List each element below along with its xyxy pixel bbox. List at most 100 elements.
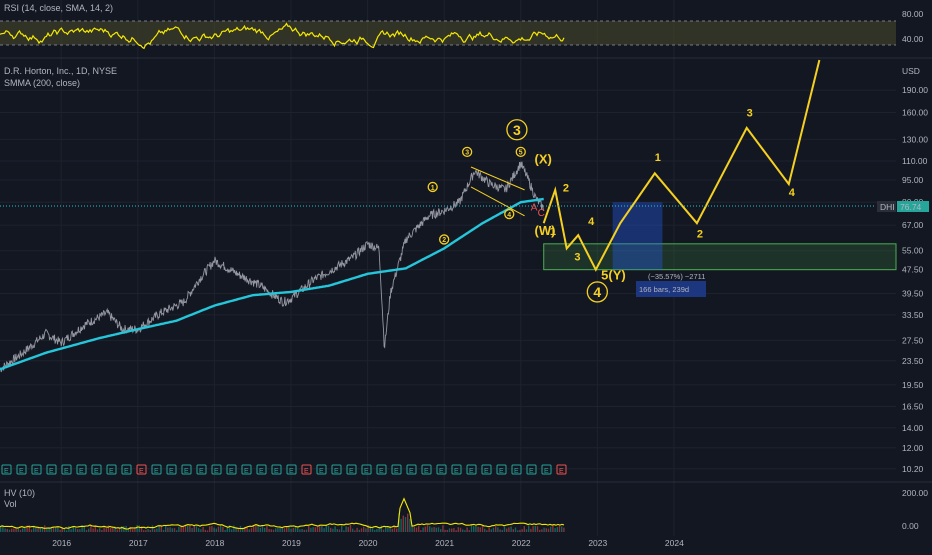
volume-bar — [246, 526, 248, 532]
volume-bar — [165, 525, 167, 532]
volume-bar — [17, 528, 19, 532]
abc-label-0: A — [531, 203, 538, 214]
channel-upper — [470, 166, 525, 191]
volume-bar — [459, 527, 462, 532]
rsi-pane[interactable]: RSI (14, close, SMA, 14, 2) 80.00 40.00 — [0, 3, 924, 50]
volume-bar — [74, 527, 77, 532]
volume-bar — [510, 526, 512, 532]
volume-bar — [330, 527, 332, 532]
price-tick-15: 16.50 — [902, 402, 924, 412]
volume-bar — [50, 527, 52, 532]
volume-bar — [257, 525, 259, 532]
earnings-letter-26: E — [394, 468, 399, 475]
earnings-marker-20 — [301, 464, 312, 475]
earnings-marker-23 — [346, 464, 357, 475]
volume-bar — [77, 529, 79, 532]
volume-bar — [492, 527, 495, 532]
volume-bar — [508, 527, 510, 532]
wave-projection — [542, 59, 821, 272]
wave-line — [542, 59, 821, 272]
volume-bar — [389, 526, 391, 532]
volume-bar — [275, 528, 277, 532]
volume-bar — [114, 526, 116, 532]
volume-pane[interactable]: HV (10) Vol 200.00 0.00 — [0, 488, 928, 532]
circle-label-3: 2 — [442, 237, 446, 244]
earnings-letter-22: E — [334, 468, 339, 475]
wave-label-3: 4 — [588, 216, 595, 228]
volume-bar — [519, 529, 521, 532]
volume-bar — [19, 529, 22, 532]
volume-bar — [402, 515, 404, 532]
time-axis[interactable]: 2016 2017 2018 2019 2020 2021 2022 2023 2024 — [52, 538, 684, 548]
hv-line — [0, 497, 565, 530]
earnings-letter-13: E — [199, 468, 204, 475]
earnings-letter-17: E — [259, 468, 264, 475]
volume-bar — [367, 525, 369, 532]
ticker-tag: DHI — [880, 202, 895, 212]
volume-bar — [222, 526, 224, 532]
last-price-tag: DHI 76.74 — [877, 201, 929, 212]
earnings-marker-34 — [511, 464, 522, 475]
circle-ring-2 — [427, 181, 438, 193]
volume-bar — [107, 525, 110, 532]
volume-bar — [363, 526, 365, 532]
volume-bar — [171, 528, 173, 532]
volume-bar — [173, 528, 176, 532]
volume-bar — [143, 530, 145, 532]
price-tick-2: 160.00 — [902, 107, 928, 117]
measure-line2: 166 bars, 239d — [639, 285, 689, 294]
circle-label-4: 3 — [465, 150, 469, 157]
measure-box[interactable] — [612, 202, 663, 270]
earnings-marker-13 — [196, 464, 207, 475]
volume-bar — [268, 529, 270, 532]
volume-bar — [534, 525, 536, 532]
wave-label-7: 3 — [747, 108, 753, 120]
volume-bar — [136, 525, 138, 532]
circle-label-1: 4 — [593, 284, 601, 300]
volume-bar — [316, 525, 319, 532]
earnings-marker-21 — [316, 464, 327, 475]
volume-bar — [345, 526, 347, 532]
volume-bar — [387, 526, 389, 532]
volume-bar — [382, 529, 385, 532]
measure-line1: (−35.57%) −2711 — [648, 272, 705, 281]
volume-bar — [484, 528, 486, 532]
volume-bar — [6, 528, 8, 532]
volume-bar — [407, 513, 409, 532]
earnings-letter-19: E — [289, 468, 294, 475]
rsi-line — [0, 22, 565, 50]
volume-bar — [503, 526, 506, 532]
earnings-marker-2 — [31, 464, 42, 475]
volume-bar — [413, 527, 415, 532]
volume-bar — [79, 529, 81, 532]
volume-bar — [420, 530, 422, 532]
volume-bar — [101, 530, 103, 532]
volume-bar — [378, 528, 380, 532]
volume-bar — [360, 528, 363, 532]
time-tick-2016: 2016 — [52, 538, 71, 548]
volume-bar — [400, 518, 402, 532]
earnings-letter-35: E — [529, 468, 534, 475]
earnings-marker-24 — [361, 464, 372, 475]
earnings-marker-12 — [181, 464, 192, 475]
earnings-letter-2: E — [34, 468, 39, 475]
volume-bar — [242, 527, 244, 532]
volume-bar — [226, 526, 228, 532]
earnings-letter-14: E — [214, 468, 219, 475]
volume-bar — [149, 530, 151, 532]
volume-bar — [453, 528, 455, 532]
price-tick-8: 55.00 — [902, 246, 924, 256]
volume-bar — [46, 527, 48, 532]
volume-bar — [446, 529, 448, 532]
earnings-letter-9: E — [139, 468, 144, 475]
volume-bar — [96, 529, 99, 532]
volume-bar — [354, 530, 356, 532]
volume-bar — [264, 527, 266, 532]
wave-label-4: 5(Y) — [601, 268, 626, 283]
volume-bar — [466, 527, 468, 532]
volume-bar — [215, 528, 217, 532]
volume-bar — [319, 526, 321, 532]
volume-bar — [404, 517, 407, 532]
